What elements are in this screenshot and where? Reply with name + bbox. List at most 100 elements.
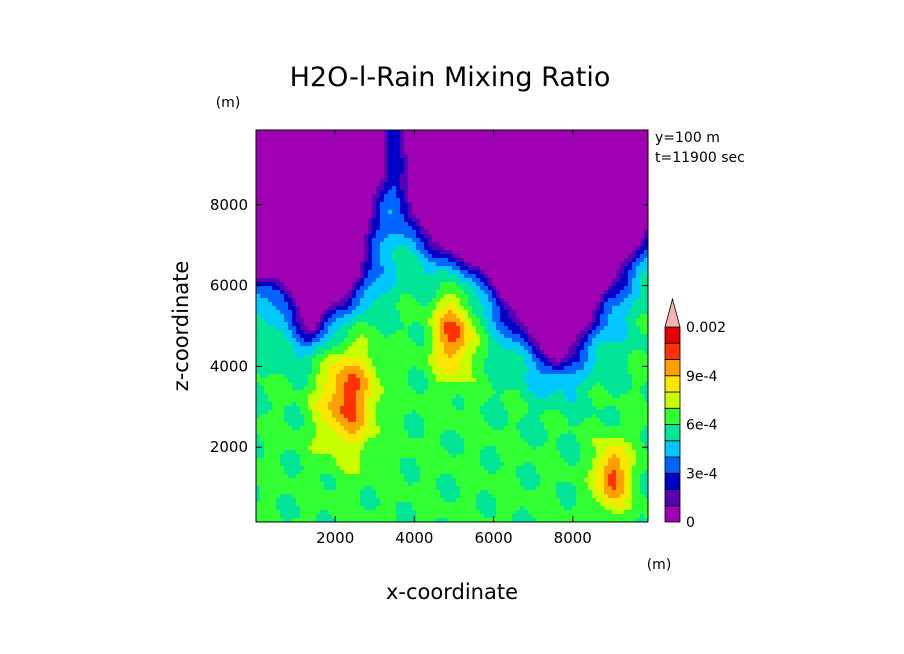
contour-cell	[636, 186, 641, 191]
contour-cell	[644, 138, 648, 143]
contour-cell	[628, 146, 633, 151]
contour-cell	[356, 234, 361, 239]
contour-cell	[524, 146, 529, 151]
contour-cell	[556, 234, 561, 239]
contour-cell	[348, 258, 353, 263]
contour-cell	[640, 174, 645, 179]
contour-cell	[644, 186, 648, 191]
contour-cell	[300, 194, 305, 199]
contour-cell	[468, 170, 473, 175]
contour-cell	[520, 214, 525, 219]
contour-cell	[360, 190, 365, 195]
contour-cell	[336, 306, 341, 311]
contour-cell	[508, 246, 513, 251]
contour-cell	[552, 314, 557, 319]
contour-cell	[624, 326, 629, 331]
contour-cell	[564, 138, 569, 143]
contour-cell	[276, 214, 281, 219]
contour-cell	[612, 190, 617, 195]
contour-cell	[388, 218, 393, 223]
contour-cell	[488, 210, 493, 215]
contour-cell	[480, 330, 485, 335]
contour-cell	[292, 258, 297, 263]
contour-cell	[640, 186, 645, 191]
contour-cell	[636, 274, 641, 279]
contour-cell	[572, 330, 577, 335]
contour-cell	[536, 162, 541, 167]
contour-cell	[492, 238, 497, 243]
contour-cell	[524, 302, 529, 307]
contour-cell	[380, 302, 385, 307]
contour-cell	[616, 166, 621, 171]
contour-cell	[272, 134, 277, 139]
contour-cell	[548, 262, 553, 267]
contour-cell	[564, 314, 569, 319]
contour-cell	[568, 222, 573, 227]
contour-cell	[524, 282, 529, 287]
contour-cell	[448, 146, 453, 151]
contour-cell	[572, 286, 577, 291]
contour-cell	[320, 198, 325, 203]
contour-cell	[488, 298, 493, 303]
contour-cell	[620, 178, 625, 183]
contour-cell	[612, 314, 617, 319]
contour-cell	[436, 198, 441, 203]
contour-cell	[540, 270, 545, 275]
contour-cell	[616, 210, 621, 215]
contour-cell	[456, 214, 461, 219]
contour-cell	[304, 258, 309, 263]
contour-cell	[456, 318, 461, 323]
contour-cell	[396, 134, 401, 139]
contour-cell	[496, 238, 501, 243]
contour-cell	[312, 166, 317, 171]
contour-cell	[388, 282, 393, 287]
contour-cell	[576, 246, 581, 251]
contour-cell	[576, 302, 581, 307]
contour-cell	[464, 198, 469, 203]
contour-cell	[568, 246, 573, 251]
contour-cell	[596, 246, 601, 251]
contour-cell	[320, 322, 325, 327]
contour-cell	[432, 130, 437, 135]
contour-cell	[288, 258, 293, 263]
contour-cell	[272, 138, 277, 143]
contour-cell	[276, 142, 281, 147]
contour-cell	[352, 186, 357, 191]
contour-cell	[588, 186, 593, 191]
contour-cell	[636, 290, 641, 295]
contour-cell	[584, 278, 589, 283]
contour-cell	[364, 310, 369, 315]
contour-cell	[344, 202, 349, 207]
contour-cell	[368, 238, 373, 243]
contour-cell	[348, 134, 353, 139]
contour-cell	[612, 146, 617, 151]
contour-cell	[636, 206, 641, 211]
contour-cell	[376, 202, 381, 207]
contour-cell	[264, 186, 269, 191]
contour-cell	[600, 234, 605, 239]
contour-cell	[356, 134, 361, 139]
contour-cell	[548, 238, 553, 243]
contour-cell	[272, 326, 277, 331]
contour-cell	[448, 254, 453, 259]
contour-cell	[604, 246, 609, 251]
contour-cell	[256, 266, 261, 271]
contour-cell	[416, 174, 421, 179]
contour-cell	[556, 150, 561, 155]
contour-cell	[588, 262, 593, 267]
contour-cell	[644, 182, 648, 187]
contour-cell	[600, 162, 605, 167]
contour-cell	[404, 234, 409, 239]
contour-cell	[640, 274, 645, 279]
contour-cell	[560, 226, 565, 231]
contour-cell	[484, 206, 489, 211]
contour-cell	[324, 194, 329, 199]
contour-cell	[276, 286, 281, 291]
contour-cell	[612, 226, 617, 231]
contour-cell	[636, 190, 641, 195]
contour-cell	[272, 246, 277, 251]
contour-cell	[452, 202, 457, 207]
contour-cell	[604, 138, 609, 143]
contour-cell	[332, 302, 337, 307]
contour-cell	[460, 310, 465, 315]
